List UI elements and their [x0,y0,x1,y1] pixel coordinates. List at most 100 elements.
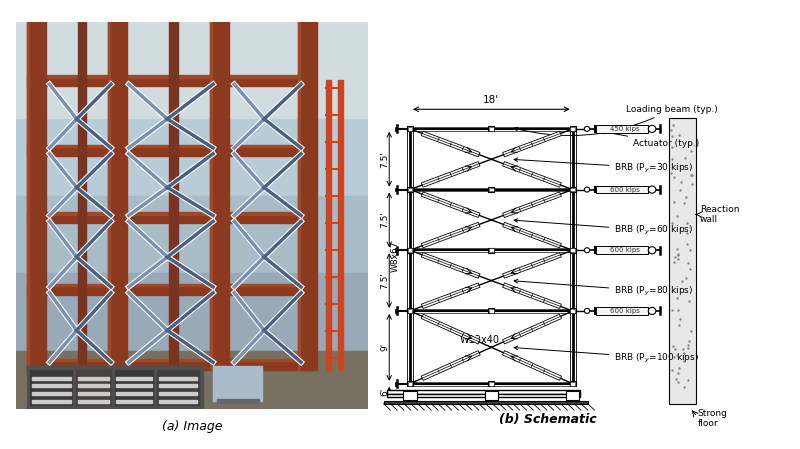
Circle shape [648,308,656,314]
Bar [107,22,110,370]
Bar [570,381,576,386]
Bar [408,127,412,131]
Bar [489,127,494,131]
Text: W12x40: W12x40 [460,335,500,345]
Bar [32,377,70,380]
Circle shape [584,248,590,253]
Bar [326,80,331,370]
Polygon shape [502,192,562,217]
Bar [570,308,576,313]
Polygon shape [422,283,480,308]
Polygon shape [502,351,562,380]
Bar [570,382,575,386]
Bar [26,22,30,370]
Bar [169,22,178,370]
Bar [32,400,70,403]
Bar [395,309,397,313]
Bar [78,392,110,395]
Bar [158,392,198,395]
Bar [570,248,575,252]
Text: 7.5': 7.5' [380,272,389,289]
Polygon shape [422,131,480,157]
Bar [403,391,417,400]
Bar [408,188,412,191]
Bar [570,248,576,253]
Bar [32,392,70,395]
Text: BRB (P$_y$=100 kips): BRB (P$_y$=100 kips) [514,346,699,365]
Circle shape [648,186,656,193]
Bar [26,359,315,361]
Bar [570,127,576,132]
Text: BRB (P$_y$=30 kips): BRB (P$_y$=30 kips) [514,158,694,175]
Text: BRB (P$_y$=80 kips): BRB (P$_y$=80 kips) [514,279,694,298]
Text: 18': 18' [483,95,499,105]
Bar [488,248,494,253]
Bar [217,399,259,403]
Bar [26,75,315,78]
Bar [16,22,368,119]
Bar [210,22,229,370]
Bar [408,309,412,313]
Bar [387,390,580,394]
Bar [488,308,494,313]
Bar [298,22,317,370]
Polygon shape [502,162,562,187]
Bar [485,391,498,400]
Bar [16,196,368,273]
Bar [26,361,315,370]
Circle shape [584,187,590,192]
Bar [407,187,413,192]
Circle shape [648,247,656,254]
Bar [30,370,72,405]
Bar [407,127,413,132]
Bar [669,118,695,404]
Bar [338,80,343,370]
Text: 600 kips: 600 kips [610,308,639,314]
Bar [16,273,368,351]
Polygon shape [502,253,562,278]
Bar [26,215,315,223]
Polygon shape [422,192,480,217]
Bar [158,377,198,380]
Bar [26,286,315,295]
Bar [488,381,494,386]
Text: 600 kips: 600 kips [610,187,639,193]
Bar [213,366,262,401]
Polygon shape [421,314,480,344]
Text: (b) Schematic: (b) Schematic [499,413,597,426]
Bar [570,188,575,191]
Bar [489,382,494,386]
Text: 450 kips: 450 kips [610,126,639,132]
Bar [408,382,412,386]
Polygon shape [422,253,480,278]
Circle shape [584,127,590,132]
Bar [158,384,198,387]
Text: 7.5': 7.5' [380,211,389,229]
Bar [570,187,576,192]
Circle shape [584,308,590,313]
Text: Strong
floor: Strong floor [698,409,727,428]
Bar [387,394,580,397]
Bar [116,384,151,387]
Bar [78,22,86,370]
Polygon shape [502,283,562,308]
Text: 9': 9' [380,343,389,352]
Bar [26,22,46,370]
Bar [26,147,315,156]
Bar [157,370,199,405]
Bar [407,381,413,386]
Bar [489,188,494,191]
Polygon shape [502,131,562,157]
Text: Reaction
wall: Reaction wall [700,205,740,224]
Bar [78,400,110,403]
Bar [107,22,127,370]
Text: (a) Image: (a) Image [162,420,222,433]
Bar [298,22,301,370]
Bar [407,308,413,313]
Bar [597,185,647,194]
Bar [395,382,397,386]
Bar [597,307,647,315]
Text: BRB (P$_y$=60 kips): BRB (P$_y$=60 kips) [514,219,694,237]
Text: 600 kips: 600 kips [610,247,639,253]
Bar [16,119,368,196]
